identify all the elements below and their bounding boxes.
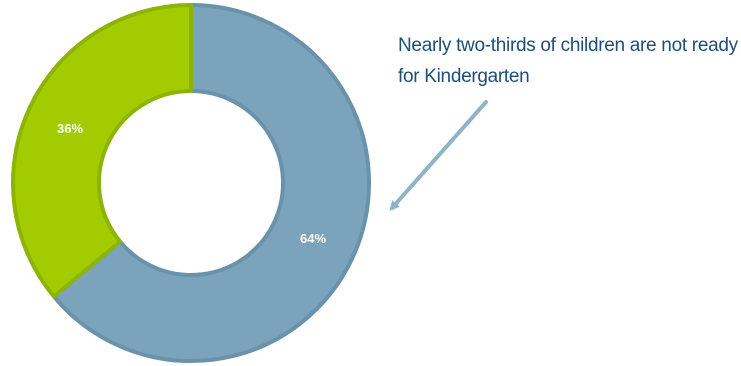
callout-line-2: for Kindergarten	[398, 66, 530, 87]
callout-arrow	[389, 100, 488, 211]
donut-slice-36	[11, 3, 193, 299]
slice-label-64: 64%	[300, 231, 326, 246]
callout-line-1: Nearly two-thirds of children are not re…	[398, 35, 738, 56]
slices-group	[11, 3, 371, 363]
callout-text: Nearly two-thirds of children are not re…	[398, 30, 738, 92]
donut-slice-64	[51, 3, 371, 363]
slice-label-36: 36%	[57, 121, 83, 136]
